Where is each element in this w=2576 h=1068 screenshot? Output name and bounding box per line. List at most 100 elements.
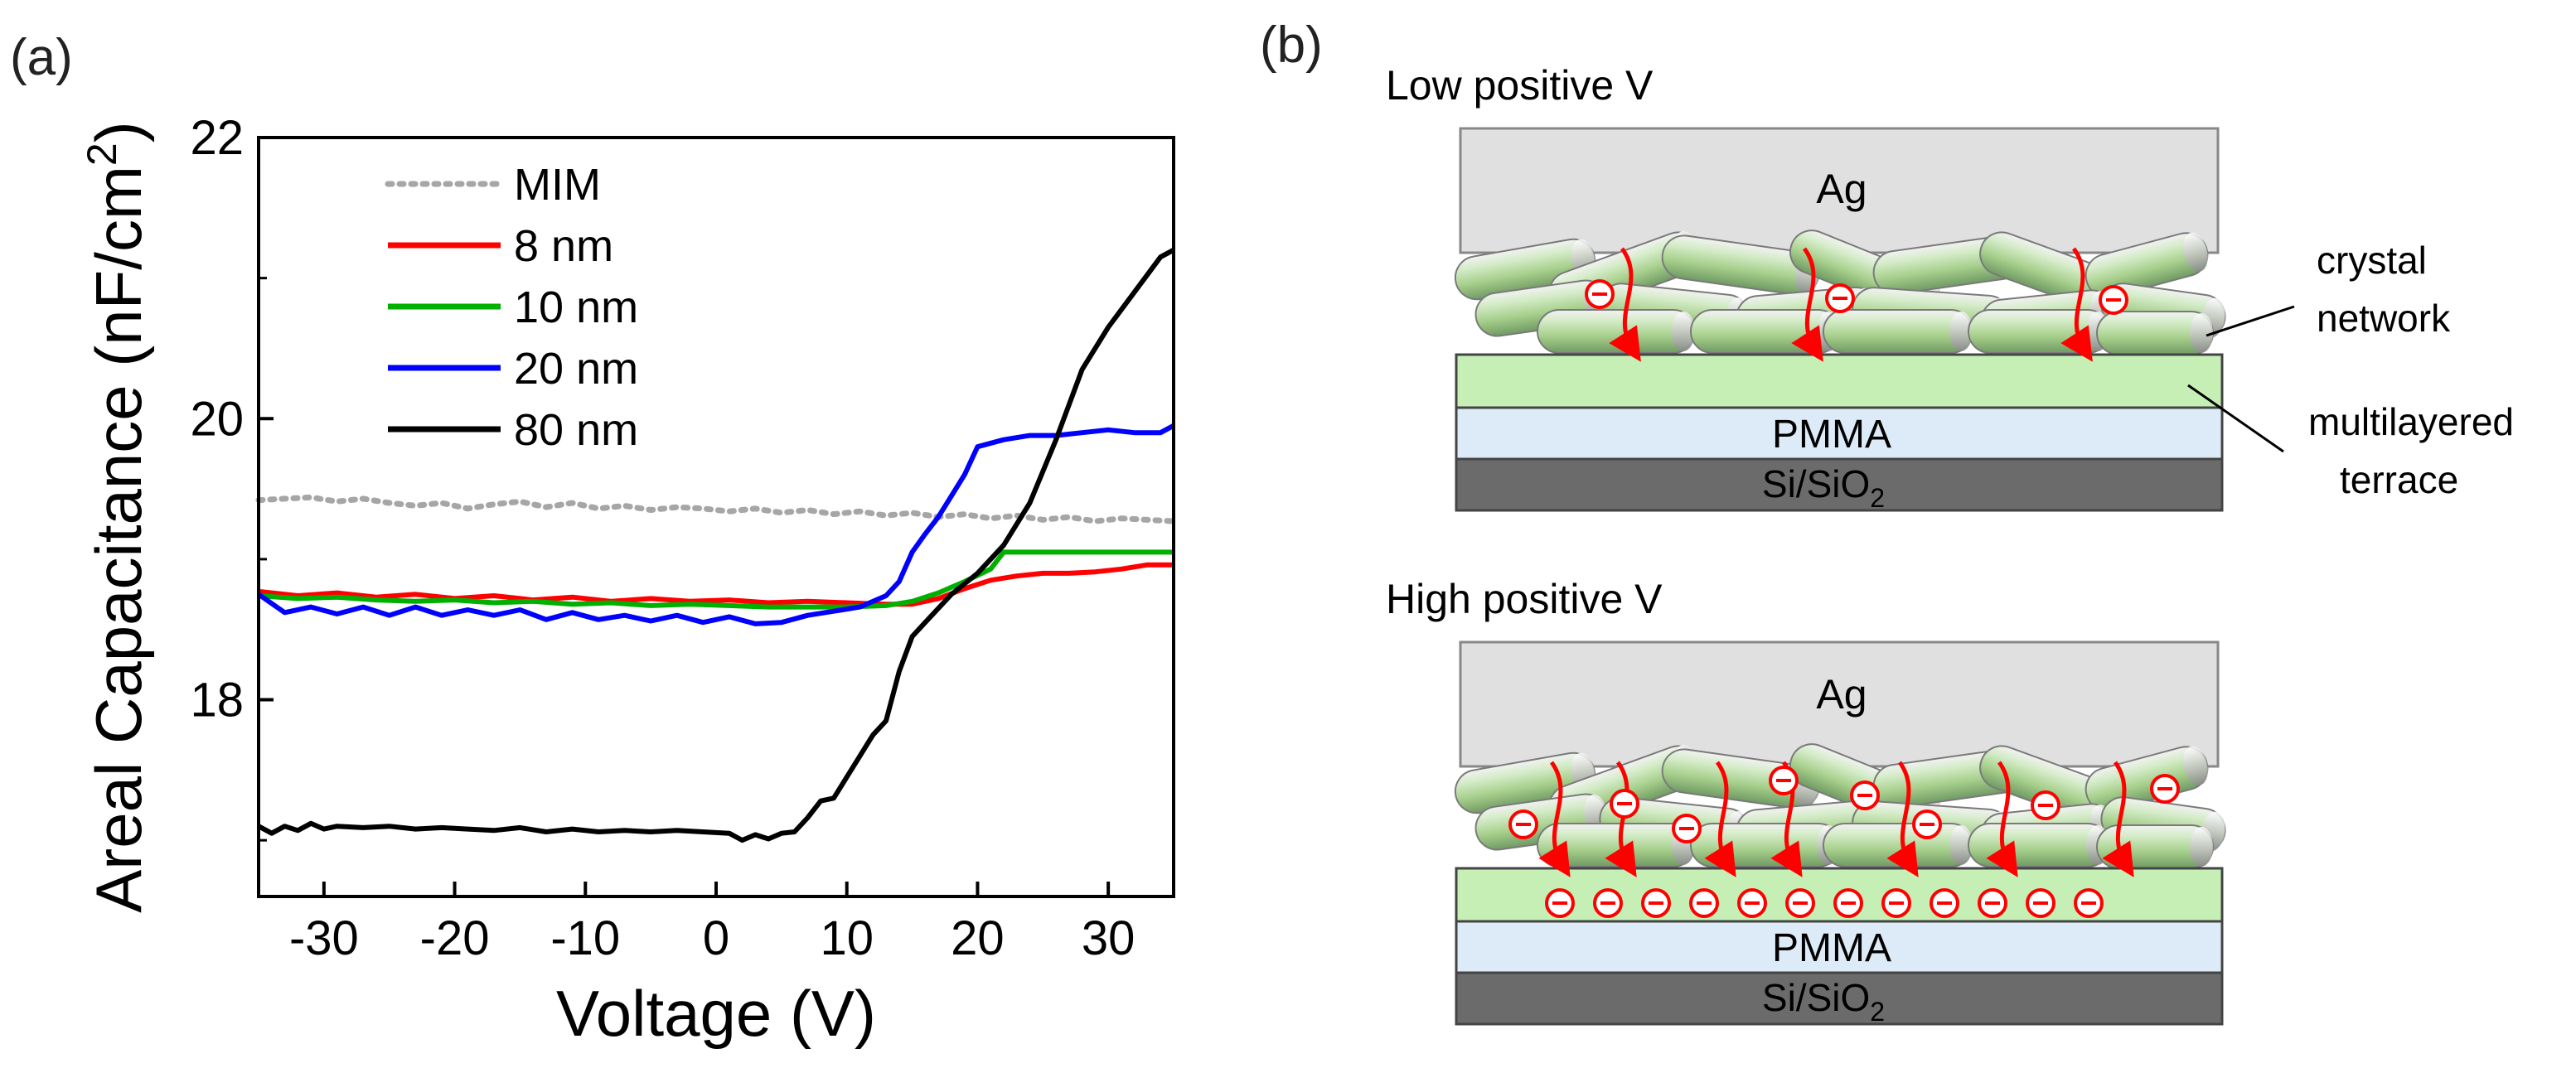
charge-arrow [1538, 761, 1571, 877]
electron-charge [1585, 279, 1615, 309]
legend: MIM 8 nm 10 nm 20 nm 80 nm [385, 160, 638, 455]
x-axis-label: Voltage (V) [556, 977, 876, 1050]
y-axis-label-main: Areal Capacitance (nF/cm [82, 166, 155, 913]
crystal-rod [1537, 309, 1696, 354]
ag-label-high: Ag [1816, 671, 1867, 718]
substrate-label-high-main: Si/SiO [1762, 976, 1870, 1019]
electron-charge [1737, 888, 1767, 918]
electron-charge [1881, 888, 1911, 918]
charge-arrow [1609, 247, 1641, 362]
x-tick-label: 0 [703, 911, 729, 965]
substrate-label-sub: 2 [1870, 483, 1885, 513]
terrace-label-line2: terrace [2340, 458, 2458, 501]
substrate-layer-high [1455, 971, 2224, 1026]
x-tick-label: 30 [1082, 911, 1135, 965]
legend-label: 8 nm [514, 221, 613, 271]
x-tick-label: 20 [951, 911, 1005, 965]
charge-arrow [2060, 247, 2093, 362]
high-title: High positive V [1386, 576, 1663, 622]
legend-label: MIM [514, 160, 601, 210]
crystal-rod [2096, 824, 2214, 869]
diagram-low-positive: Low positive V Ag PMMA Si/SiO2 crystal n… [1386, 62, 2514, 513]
crystal-rod [2085, 746, 2209, 812]
legend-label: 10 nm [514, 283, 638, 332]
charge-arrow [2102, 761, 2134, 877]
electron-charge [2150, 774, 2180, 804]
substrate-label-high: Si/SiO2 [1762, 976, 1885, 1027]
electron-charge [1545, 888, 1575, 918]
pmma-layer [1455, 406, 2224, 461]
electron-charge [1930, 888, 1959, 918]
electron-charge [2026, 888, 2055, 918]
terrace-leader-line [2187, 384, 2284, 453]
charge-arrow [1704, 761, 1736, 877]
terrace-layer [1455, 353, 2224, 409]
x-tick-label: -10 [550, 911, 620, 965]
electron-charge [1978, 888, 2007, 918]
x-axis-ticks: -30 -20 -10 0 10 20 30 [289, 882, 1135, 965]
crystal-label-line1: crystal [2317, 239, 2427, 282]
panel-b-label: (b) [1260, 17, 1323, 74]
pmma-label-high: PMMA [1772, 926, 1891, 970]
electron-charge [2074, 888, 2104, 918]
crystal-rod [1968, 309, 2110, 354]
y-axis-label: Areal Capacitance (nF/cm2) [79, 121, 155, 912]
panel-a-label: (a) [10, 29, 73, 86]
substrate-label-high-sub: 2 [1870, 997, 1885, 1027]
charge-arrow [1886, 761, 1919, 877]
crystal-label-line2: network [2317, 297, 2451, 340]
plot-frame [257, 136, 1175, 898]
y-tick-label: 20 [190, 392, 244, 446]
y-axis-label-sup: 2 [79, 143, 125, 166]
x-tick-label: -30 [289, 911, 359, 965]
electron-charge [1610, 789, 1639, 819]
legend-label: 80 nm [514, 405, 638, 455]
ag-electrode [1459, 127, 2220, 254]
electron-charge [1825, 283, 1855, 313]
electron-charge [1641, 888, 1671, 918]
electron-charge [1508, 809, 1538, 839]
legend-label: 20 nm [514, 344, 638, 394]
y-tick-label: 18 [190, 674, 244, 727]
crystal-rod [1823, 309, 1973, 354]
series-line-80-nm [257, 248, 1175, 843]
low-title: Low positive V [1386, 62, 1654, 109]
pmma-label: PMMA [1772, 413, 1891, 457]
pmma-layer-high [1455, 920, 2224, 974]
electron-charge [1785, 888, 1815, 918]
plot-data [255, 248, 1177, 843]
y-tick-label: 22 [190, 111, 244, 165]
crystal-leader-line [2206, 305, 2295, 337]
series-line-8-nm [258, 562, 1174, 607]
ag-electrode-high [1459, 640, 2220, 768]
crystal-rod [1690, 823, 1841, 867]
panel-b: (b) Low positive V Ag PMMA Si/SiO2 cryst… [1260, 17, 2514, 1027]
charge-arrow [1791, 247, 1823, 362]
ag-label: Ag [1816, 166, 1867, 212]
x-tick-label: 10 [820, 911, 874, 965]
crystal-rod [1690, 309, 1841, 354]
electron-charge [1672, 814, 1702, 843]
electron-charge [1593, 888, 1623, 918]
terrace-label-line1: multilayered [2308, 400, 2514, 443]
electron-charge [1912, 809, 1942, 839]
crystal-rod [2085, 232, 2209, 298]
series-line-20-nm [257, 423, 1175, 626]
charges-low [1585, 247, 2128, 362]
series-line-mim [255, 494, 1177, 524]
y-axis-label-end: ) [82, 121, 155, 143]
crystal-network [1454, 230, 2226, 355]
electron-charge [1850, 780, 1880, 810]
diagram-high-positive: High positive V Ag PMMA Si/SiO2 [1386, 576, 2226, 1027]
crystal-rod [1968, 823, 2110, 867]
electron-charge [1833, 888, 1863, 918]
charges-high [1508, 761, 2180, 918]
electron-charge [1689, 888, 1719, 918]
electron-charge [2099, 285, 2128, 315]
charge-arrow [1986, 761, 2018, 877]
crystal-rod [2096, 311, 2214, 355]
electron-charge [2031, 790, 2060, 820]
series-line-10-nm [258, 549, 1174, 610]
